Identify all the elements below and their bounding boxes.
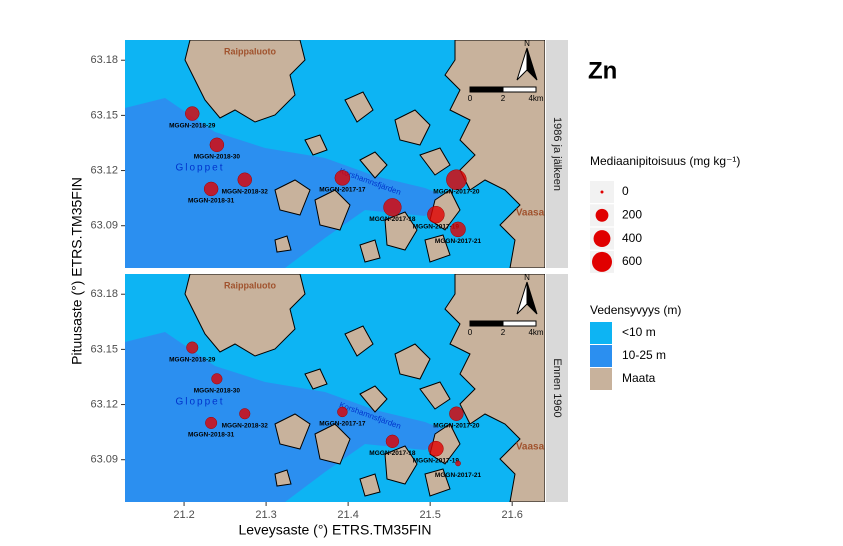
legend-fill-key [590,322,612,344]
place-label: Raippaluoto [224,280,276,290]
x-tick-label: 21.6 [501,509,522,521]
legend-size-key [592,251,612,272]
station-label: MGGN-2017-20 [433,422,480,429]
station-point [205,416,218,429]
station-label: MGGN-2018-29 [169,356,216,363]
scalebar-seg [469,86,504,93]
y-tick-label: 63.18 [90,288,118,300]
place-label: Raippaluoto [224,46,276,56]
legend-size-label: 600 [622,254,642,268]
legend-fill-label: 10-25 m [622,348,666,362]
station-point [203,181,219,197]
station-point [446,169,467,190]
scalebar-label: 4km [528,94,543,103]
station-point [449,406,464,421]
x-tick-label: 21.4 [337,509,358,521]
x-tick-label: 21.2 [173,509,194,521]
station-label: MGGN-2018-32 [222,422,269,429]
station-label: MGGN-2017-17 [319,421,366,428]
station-label: MGGN-2017-18 [369,216,416,223]
station-label: MGGN-2018-29 [169,122,216,129]
x-axis-title: Leveysaste (°) ETRS.TM35FIN [238,522,431,538]
station-label: MGGN-2017-21 [435,238,482,245]
station-point [337,406,348,418]
scalebar-label: 4km [528,328,543,337]
north-label: N [524,273,530,282]
station-point [427,205,445,224]
scalebar-label: 2 [501,328,506,337]
legend-fill-label: <10 m [622,325,656,339]
legend-size-key [593,230,611,248]
place-label: Gloppet [175,163,224,174]
facet-strip [546,274,568,502]
y-tick-label: 63.09 [90,220,118,232]
station-label: MGGN-2018-30 [194,388,241,395]
station-label: MGGN-2018-32 [222,188,269,195]
legend-fill-key [590,345,612,367]
scalebar-label: 2 [501,94,506,103]
scalebar-seg [469,320,504,327]
station-point [385,434,400,448]
y-tick-label: 63.12 [90,398,118,410]
station-point [209,137,225,153]
legend-fill-key [590,368,612,390]
station-label: MGGN-2018-31 [188,198,235,205]
y-tick-label: 63.15 [90,109,118,121]
station-point [455,460,461,467]
scalebar-seg [502,320,537,327]
legend-fill-label: Maata [622,371,656,385]
x-tick-label: 21.5 [419,509,440,521]
station-point [383,198,402,217]
legend-size-label: 0 [622,184,629,198]
station-label: MGGN-2018-31 [188,432,235,439]
place-label: Vaasa [516,442,545,453]
y-tick-label: 63.12 [90,164,118,176]
station-point [428,440,444,457]
legend-title: Mediaanipitoisuus (mg kg⁻¹) [590,154,740,168]
station-label: MGGN-2017-19 [413,223,460,230]
place-label: Gloppet [175,397,224,408]
facet-label: Ennen 1960 [551,358,563,417]
station-point [185,106,200,121]
scalebar-label: 0 [468,328,473,337]
y-tick-label: 63.18 [90,54,118,66]
facet-label: 1986 ja jälkeen [551,117,563,191]
legend-size-label: 200 [622,207,642,221]
x-tick-label: 21.3 [255,509,276,521]
station-point [239,408,251,420]
station-label: MGGN-2017-17 [319,187,366,194]
y-tick-label: 63.15 [90,343,118,355]
scalebar-seg [502,86,537,93]
place-label: Vaasa [516,208,545,219]
station-label: MGGN-2017-18 [369,450,416,457]
station-label: MGGN-2017-20 [433,188,480,195]
legend-size-key [595,208,609,222]
station-label: MGGN-2018-30 [194,154,241,161]
north-arrow [526,47,538,81]
legend-title: Vedensyvyys (m) [590,303,681,317]
station-point [334,170,351,186]
legend-size-label: 400 [622,231,642,245]
station-point [211,373,223,385]
station-point [186,341,199,354]
station-point [237,172,253,187]
facet-strip [546,40,568,268]
scalebar-label: 0 [468,94,473,103]
station-label: MGGN-2017-21 [435,472,482,479]
station-point [450,221,466,238]
y-axis-title: Pituusaste (°) ETRS.TM35FIN [69,177,85,365]
y-tick-label: 63.09 [90,454,118,466]
north-arrow [526,281,538,315]
station-label: MGGN-2017-19 [413,457,460,464]
chart-title: Zn [588,57,617,84]
north-label: N [524,39,530,48]
legend-size-key [600,190,604,194]
